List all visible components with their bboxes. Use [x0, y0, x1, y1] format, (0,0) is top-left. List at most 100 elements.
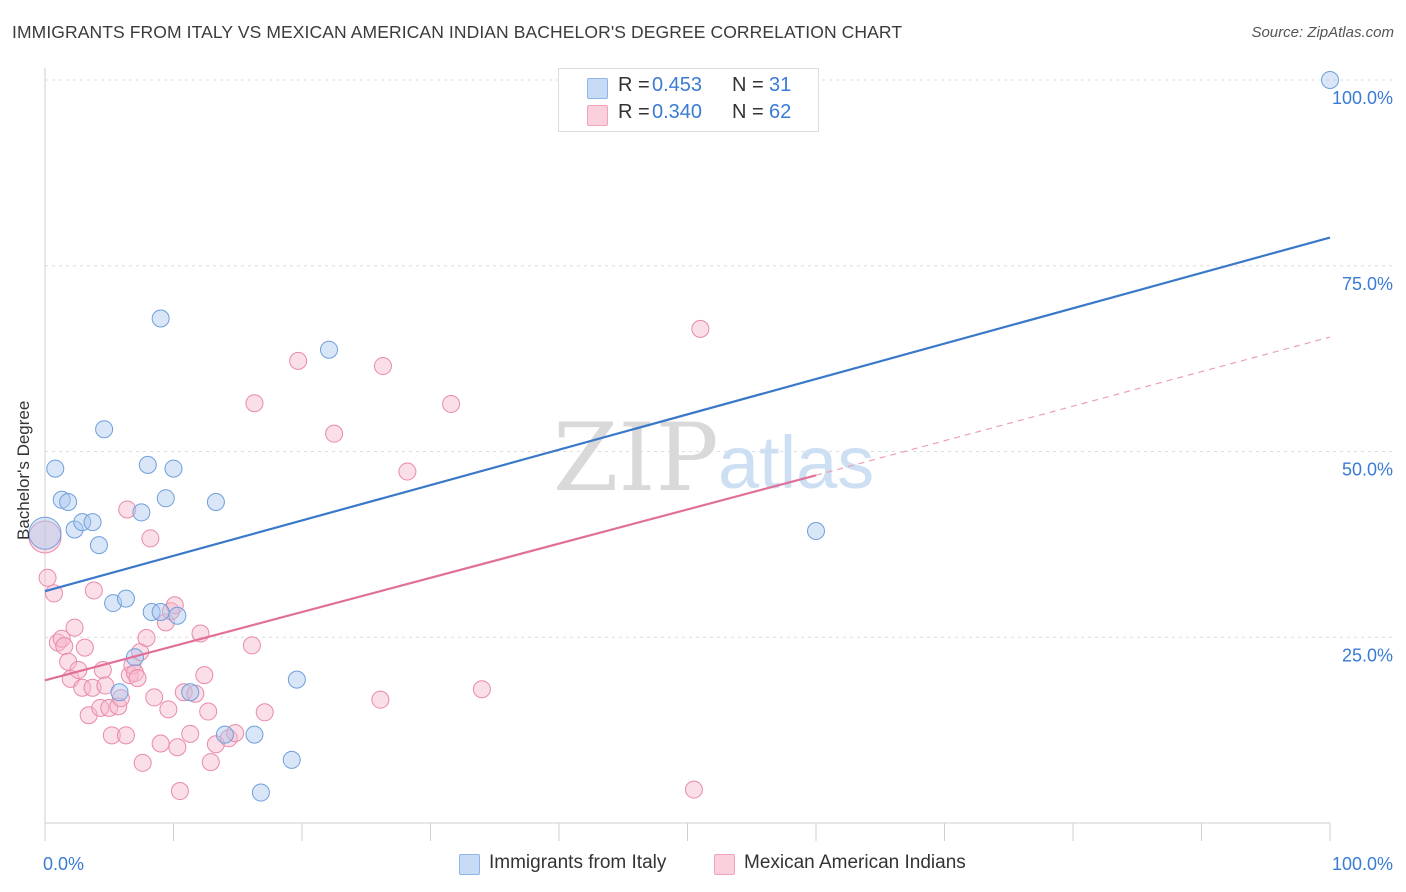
legend-r-value: 0.340	[652, 101, 703, 123]
data-point-mexican	[116, 726, 135, 745]
bottom-legend-label: Mexican American Indians	[744, 852, 966, 873]
data-point-mexican	[102, 726, 121, 745]
data-point-italy	[46, 459, 65, 478]
data-point-mexican	[398, 462, 417, 481]
data-point-italy	[206, 493, 225, 512]
data-point-italy	[89, 536, 108, 555]
watermark: ZIP atlas	[553, 404, 874, 513]
legend-n-label: N =	[732, 101, 764, 123]
data-point-mexican	[472, 680, 491, 699]
data-point-italy	[151, 602, 170, 621]
legend-r-label: R =	[618, 101, 650, 123]
data-point-mexican	[75, 638, 94, 657]
data-point-mexican	[55, 637, 74, 656]
data-point-italy	[110, 683, 129, 702]
data-point-italy	[132, 503, 151, 522]
data-point-mexican	[100, 698, 119, 717]
series-mexican-american-indians-points	[28, 319, 710, 801]
data-point-italy	[164, 459, 183, 478]
watermark-zip: ZIP	[553, 404, 719, 513]
axes	[44, 68, 1331, 841]
data-point-mexican	[325, 424, 344, 443]
data-point-mexican	[684, 780, 703, 799]
data-point-mexican	[691, 319, 710, 338]
data-point-mexican	[242, 636, 261, 655]
data-point-mexican	[145, 688, 164, 707]
data-point-italy	[245, 725, 264, 744]
legend-swatch-blue	[587, 78, 608, 99]
data-point-mexican	[65, 618, 84, 637]
legend: R = 0.453 N = 31 R = 0.340 N = 62	[558, 68, 819, 132]
source-label: Source: ZipAtlas.com	[1251, 24, 1394, 41]
bottom-legend-swatch-blue	[459, 854, 480, 875]
data-point-italy	[282, 750, 301, 769]
legend-r-value: 0.453	[652, 74, 703, 96]
data-point-italy	[59, 493, 78, 512]
data-point-mexican	[181, 724, 200, 743]
data-point-mexican	[371, 690, 390, 709]
data-point-mexican	[168, 738, 187, 757]
bottom-legend-swatch-pink	[714, 854, 735, 875]
y-tick-label: 100.0%	[1332, 88, 1393, 108]
data-point-mexican	[201, 753, 220, 772]
data-point-mexican	[118, 500, 137, 519]
data-point-italy	[215, 725, 234, 744]
legend-n-value: 62	[769, 101, 792, 123]
y-tick-label: 25.0%	[1342, 645, 1393, 665]
data-point-mexican	[133, 753, 152, 772]
data-point-italy	[138, 455, 157, 474]
data-point-italy	[251, 783, 270, 802]
data-point-italy	[95, 420, 114, 439]
data-point-mexican	[38, 568, 57, 587]
gridlines	[45, 79, 1395, 638]
data-point-mexican	[195, 666, 214, 685]
data-point-mexican	[125, 663, 144, 682]
data-point-mexican	[289, 351, 308, 370]
tick-labels: 25.0% 50.0% 75.0% 100.0% 0.0% 100.0%	[43, 88, 1393, 874]
trend-line-italy	[44, 236, 1331, 593]
bottom-legend-label: Immigrants from Italy	[489, 852, 667, 873]
data-point-italy	[168, 606, 187, 625]
legend-n-value: 31	[769, 74, 792, 96]
data-point-italy	[83, 513, 102, 532]
data-point-mexican	[128, 669, 147, 688]
data-point-italy	[65, 520, 84, 539]
trend-line-mexican	[44, 474, 817, 682]
y-tick-label: 50.0%	[1342, 460, 1393, 480]
data-point-mexican	[199, 702, 218, 721]
data-point-italy	[181, 683, 200, 702]
chart-title: IMMIGRANTS FROM ITALY VS MEXICAN AMERICA…	[12, 22, 903, 42]
data-point-italy	[287, 670, 306, 689]
data-point-mexican	[159, 700, 178, 719]
legend-r-label: R =	[618, 74, 650, 96]
data-point-mexican	[84, 581, 103, 600]
data-point-mexican	[174, 683, 193, 702]
data-point-mexican	[170, 782, 189, 801]
data-point-italy	[1321, 71, 1339, 89]
trend-lines	[44, 236, 1331, 682]
data-point-italy	[116, 589, 135, 608]
data-point-mexican	[141, 529, 160, 548]
legend-swatch-pink	[587, 105, 608, 126]
data-point-mexican	[442, 394, 461, 413]
x-tick-label: 100.0%	[1332, 854, 1393, 874]
data-point-italy	[151, 309, 170, 328]
y-axis-label: Bachelor's Degree	[14, 400, 33, 540]
data-point-mexican	[245, 394, 264, 413]
data-point-mexican	[111, 689, 130, 708]
data-point-italy	[156, 489, 175, 508]
data-point-italy	[73, 513, 92, 532]
legend-n-label: N =	[732, 74, 764, 96]
trend-line-mexican-extension	[815, 336, 1331, 476]
data-point-mexican	[373, 357, 392, 376]
series-immigrants-from-italy-points	[28, 71, 1339, 802]
data-point-mexican	[137, 628, 156, 647]
y-tick-label: 75.0%	[1342, 274, 1393, 294]
data-point-mexican	[255, 703, 274, 722]
data-point-mexican	[151, 734, 170, 753]
data-point-mexican	[52, 629, 71, 648]
data-point-mexican	[73, 678, 92, 697]
watermark-atlas: atlas	[718, 421, 874, 504]
data-point-mexican	[156, 613, 175, 632]
